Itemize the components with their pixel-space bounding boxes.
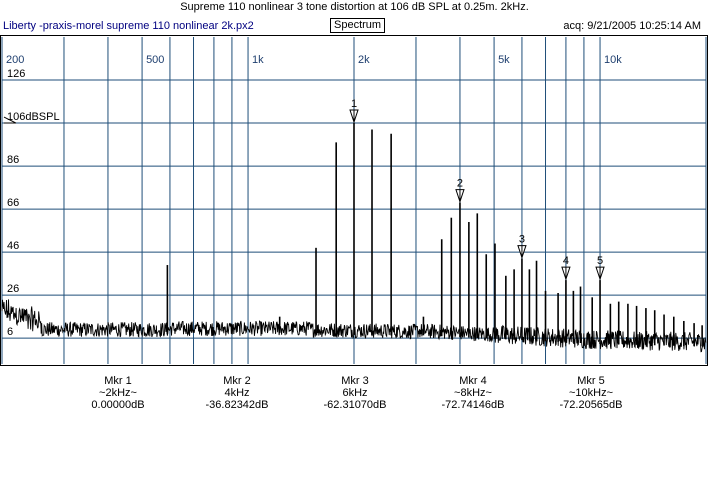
marker-label: Mkr 3 xyxy=(341,375,369,387)
marker-number: 3 xyxy=(519,234,525,246)
marker-level: -62.31070dB xyxy=(323,399,387,411)
x-tick-label: 10k xyxy=(604,54,622,66)
marker-freq: ~10kHz~ xyxy=(568,387,614,399)
spectrum-plot[interactable]: 200 500 1k 2k 5k 10k 126 106dBSPL 86 66 46 26 6 1 2 3 4 5 xyxy=(0,0,709,370)
marker-readout-2: Mkr 2 4kHz -36.82342dB xyxy=(182,375,292,411)
marker-freq: 4kHz xyxy=(224,387,250,399)
marker-number: 2 xyxy=(457,178,463,190)
marker-label: Mkr 2 xyxy=(223,375,251,387)
y-tick-label: 66 xyxy=(7,197,19,209)
marker-level: -72.20565dB xyxy=(559,399,623,411)
plot-frame[interactable] xyxy=(0,35,708,366)
marker-level: -36.82342dB xyxy=(205,399,269,411)
marker-readout-3: Mkr 3 6kHz -62.31070dB xyxy=(300,375,410,411)
marker-readout-5: Mkr 5 ~10kHz~ -72.20565dB xyxy=(536,375,646,411)
acquisition-timestamp: acq: 9/21/2005 10:25:14 AM xyxy=(563,20,701,32)
marker-label: Mkr 5 xyxy=(577,375,605,387)
x-tick-label: 200 xyxy=(6,54,24,66)
y-tick-label: 126 xyxy=(7,68,25,80)
x-tick-label: 500 xyxy=(146,54,164,66)
marker-number: 1 xyxy=(351,98,357,110)
marker-level: 0.00000dB xyxy=(91,399,145,411)
x-tick-label: 5k xyxy=(498,54,510,66)
y-tick-label: 6 xyxy=(7,326,13,338)
y-tick-label: 106dBSPL xyxy=(7,111,60,123)
y-tick-label: 26 xyxy=(7,283,19,295)
marker-readout-1: Mkr 1 ~2kHz~ 0.00000dB xyxy=(63,375,173,411)
marker-freq: 6kHz xyxy=(342,387,368,399)
y-tick-label: 46 xyxy=(7,240,19,252)
reference-level-pointer xyxy=(3,116,17,124)
x-tick-label: 2k xyxy=(358,54,370,66)
marker-number: 5 xyxy=(597,255,603,267)
spectrum-mode-button[interactable]: Spectrum xyxy=(330,18,386,33)
marker-freq: ~2kHz~ xyxy=(99,387,137,399)
app-name: Liberty -praxis- xyxy=(3,20,76,32)
marker-freq: ~8kHz~ xyxy=(454,387,492,399)
marker-label: Mkr 4 xyxy=(459,375,487,387)
chart-title: Supreme 110 nonlinear 3 tone distortion … xyxy=(180,1,529,13)
marker-level: -72.74146dB xyxy=(441,399,505,411)
marker-number: 4 xyxy=(563,255,569,267)
x-tick-label: 1k xyxy=(252,54,264,66)
marker-label: Mkr 1 xyxy=(104,375,132,387)
y-tick-label: 86 xyxy=(7,154,19,166)
file-name: morel supreme 110 nonlinear 2k.px2 xyxy=(76,20,254,32)
marker-readout-4: Mkr 4 ~8kHz~ -72.74146dB xyxy=(418,375,528,411)
